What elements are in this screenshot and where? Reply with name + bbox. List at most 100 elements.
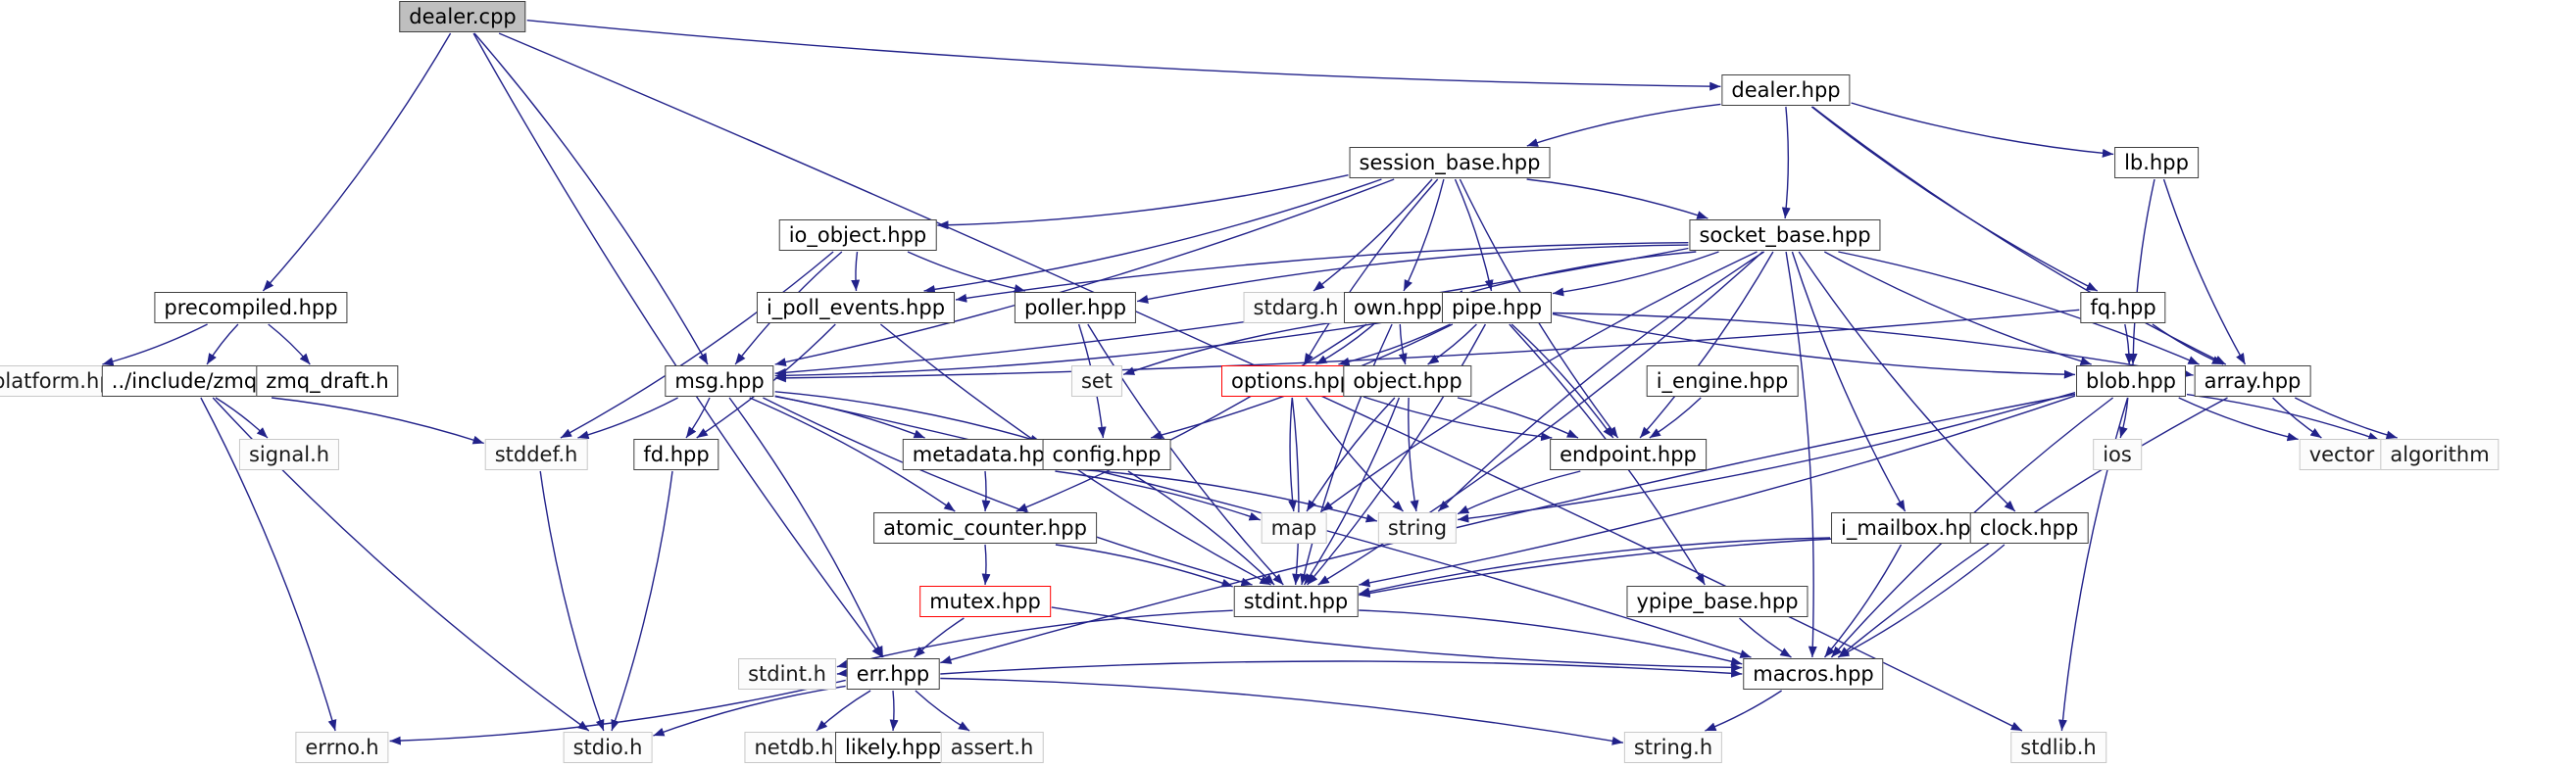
edge-lb-hpp-to-array-hpp xyxy=(2162,178,2247,365)
edge-blob-hpp-to-vector xyxy=(2178,397,2299,442)
edge-pipe-hpp-to-object-hpp xyxy=(1427,323,1477,365)
node-msg-hpp[interactable]: msg.hpp xyxy=(665,365,774,397)
node-netdb-h[interactable]: netdb.h xyxy=(744,732,844,763)
edge-socket-base-hpp-to-macros-hpp xyxy=(1785,251,1817,658)
node-session-base-hpp[interactable]: session_base.hpp xyxy=(1349,147,1551,178)
node-map[interactable]: map xyxy=(1261,512,1327,544)
edge-socket-base-hpp-to-i-mailbox-hpp xyxy=(1791,251,1907,512)
node-i-engine-hpp[interactable]: i_engine.hpp xyxy=(1646,365,1799,397)
node-macros-hpp[interactable]: macros.hpp xyxy=(1743,658,1884,690)
edge-socket-base-hpp-to-string xyxy=(1437,251,1765,512)
edge-blob-hpp-to-stdint-hpp xyxy=(1359,395,2076,588)
edge-pipe-hpp-to-stdint-hpp xyxy=(1307,323,1487,586)
edge-dealer-hpp-to-lb-hpp xyxy=(1851,102,2114,158)
edge-stdint-hpp-to-stdint-h xyxy=(836,609,1233,669)
node-include-zmq-h[interactable]: ../include/zmq.h xyxy=(101,365,287,397)
node-object-hpp[interactable]: object.hpp xyxy=(1343,365,1472,397)
edge-blob-hpp-to-err-hpp xyxy=(940,393,2076,664)
node-errno-h[interactable]: errno.h xyxy=(295,732,389,763)
edge-socket-base-hpp-to-own-hpp xyxy=(1452,251,1697,299)
node-algorithm[interactable]: algorithm xyxy=(2380,439,2500,470)
node-config-hpp[interactable]: config.hpp xyxy=(1042,439,1171,470)
edge-metadata-hpp-to-map xyxy=(1055,470,1261,521)
edge-macros-hpp-to-string-h xyxy=(1705,690,1782,732)
node-string-h[interactable]: string.h xyxy=(1623,732,1723,763)
node-likely-hpp[interactable]: likely.hpp xyxy=(835,732,951,763)
edge-err-hpp-to-likely-hpp xyxy=(889,690,899,732)
node-pipe-hpp[interactable]: pipe.hpp xyxy=(1441,292,1553,323)
edge-clock-hpp-to-macros-hpp xyxy=(1837,544,2006,658)
node-stdarg-h[interactable]: stdarg.h xyxy=(1243,292,1349,323)
node-stddef-h[interactable]: stddef.h xyxy=(484,439,588,470)
edge-options-hpp-to-stdint-hpp xyxy=(1291,397,1302,586)
edge-fd-hpp-to-stdio-h xyxy=(611,470,673,732)
node-endpoint-hpp[interactable]: endpoint.hpp xyxy=(1550,439,1707,470)
node-metadata-hpp[interactable]: metadata.hpp xyxy=(902,439,1068,470)
edge-err-hpp-to-macros-hpp xyxy=(940,660,1743,678)
edge-stdint-hpp-to-macros-hpp xyxy=(1359,609,1743,666)
node-own-hpp[interactable]: own.hpp xyxy=(1344,292,1452,323)
node-precompiled-hpp[interactable]: precompiled.hpp xyxy=(154,292,348,323)
edge-array-hpp-to-vector xyxy=(2272,397,2322,439)
edge-io-object-hpp-to-i-poll-events-hpp xyxy=(851,251,861,292)
edge-dealer-cpp-to-dealer-hpp xyxy=(526,20,1721,91)
node-string[interactable]: string xyxy=(1377,512,1458,544)
edge-dealer-cpp-to-precompiled-hpp xyxy=(262,32,452,292)
node-err-hpp[interactable]: err.hpp xyxy=(846,658,940,690)
edge-msg-hpp-to-fd-hpp xyxy=(685,397,711,439)
edge-msg-hpp-to-stddef-h xyxy=(577,397,678,440)
node-io-object-hpp[interactable]: io_object.hpp xyxy=(778,219,937,251)
node-socket-base-hpp[interactable]: socket_base.hpp xyxy=(1689,219,1881,251)
edge-pipe-hpp-to-msg-hpp xyxy=(774,312,1442,380)
edge-dealer-hpp-to-session-base-hpp xyxy=(1526,103,1721,147)
node-stdlib-h[interactable]: stdlib.h xyxy=(2010,732,2106,763)
edge-own-hpp-to-atomic-counter-hpp xyxy=(1016,323,1367,512)
edge-object-hpp-to-stdint-hpp xyxy=(1304,397,1401,586)
edge-session-base-hpp-to-socket-base-hpp xyxy=(1526,178,1709,219)
node-set[interactable]: set xyxy=(1070,365,1123,397)
edge-mutex-hpp-to-macros-hpp xyxy=(1051,606,1743,672)
node-poller-hpp[interactable]: poller.hpp xyxy=(1014,292,1137,323)
edge-i-mailbox-hpp-to-macros-hpp xyxy=(1823,544,1903,658)
node-stdio-h[interactable]: stdio.h xyxy=(563,732,653,763)
edge-own-hpp-to-set xyxy=(1122,320,1344,376)
edge-dealer-cpp-to-msg-hpp xyxy=(473,32,709,365)
node-lb-hpp[interactable]: lb.hpp xyxy=(2114,147,2199,178)
node-clock-hpp[interactable]: clock.hpp xyxy=(1969,512,2089,544)
edge-err-hpp-to-string-h xyxy=(940,677,1624,745)
node-i-poll-events-hpp[interactable]: i_poll_events.hpp xyxy=(756,292,956,323)
edge-pipe-hpp-to-blob-hpp xyxy=(1552,312,2076,379)
node-atomic-counter-hpp[interactable]: atomic_counter.hpp xyxy=(873,512,1097,544)
node-assert-h[interactable]: assert.h xyxy=(940,732,1044,763)
node-mutex-hpp[interactable]: mutex.hpp xyxy=(919,586,1051,617)
edge-dealer-cpp-to-err-hpp xyxy=(472,32,883,658)
edge-session-base-hpp-to-options-hpp xyxy=(1303,178,1439,365)
node-vector[interactable]: vector xyxy=(2299,439,2385,470)
node-zmq-draft-h[interactable]: zmq_draft.h xyxy=(256,365,399,397)
node-signal-h[interactable]: signal.h xyxy=(238,439,340,470)
node-array-hpp[interactable]: array.hpp xyxy=(2194,365,2311,397)
edge-socket-base-hpp-to-i-poll-events-hpp xyxy=(955,242,1689,303)
node-i-mailbox-hpp[interactable]: i_mailbox.hpp xyxy=(1831,512,1994,544)
edge-i-mailbox-hpp-to-stdint-hpp xyxy=(1359,537,1831,597)
edge-socket-base-hpp-to-msg-hpp xyxy=(774,247,1689,377)
edge-include-zmq-h-to-signal-h xyxy=(215,397,269,439)
node-fq-hpp[interactable]: fq.hpp xyxy=(2080,292,2166,323)
node-stdint-hpp[interactable]: stdint.hpp xyxy=(1233,586,1359,617)
edge-fq-hpp-to-array-hpp xyxy=(2152,323,2224,365)
edge-pipe-hpp-to-options-hpp xyxy=(1338,323,1451,366)
edge-fq-hpp-to-blob-hpp xyxy=(2124,323,2134,365)
edge-socket-base-hpp-to-clock-hpp xyxy=(1798,251,2016,512)
node-ypipe-base-hpp[interactable]: ypipe_base.hpp xyxy=(1626,586,1808,617)
edge-socket-base-hpp-to-array-hpp xyxy=(1838,251,2200,365)
edge-endpoint-hpp-to-string xyxy=(1457,470,1581,515)
node-options-hpp[interactable]: options.hpp xyxy=(1221,365,1362,397)
node-blob-hpp[interactable]: blob.hpp xyxy=(2076,365,2186,397)
node-dealer-hpp[interactable]: dealer.hpp xyxy=(1721,74,1851,106)
edge-socket-base-hpp-to-endpoint-hpp xyxy=(1639,251,1774,439)
node-ios[interactable]: ios xyxy=(2093,439,2142,470)
node-dealer-cpp[interactable]: dealer.cpp xyxy=(399,1,526,32)
node-fd-hpp[interactable]: fd.hpp xyxy=(633,439,719,470)
node-stdint-h[interactable]: stdint.h xyxy=(738,658,836,690)
